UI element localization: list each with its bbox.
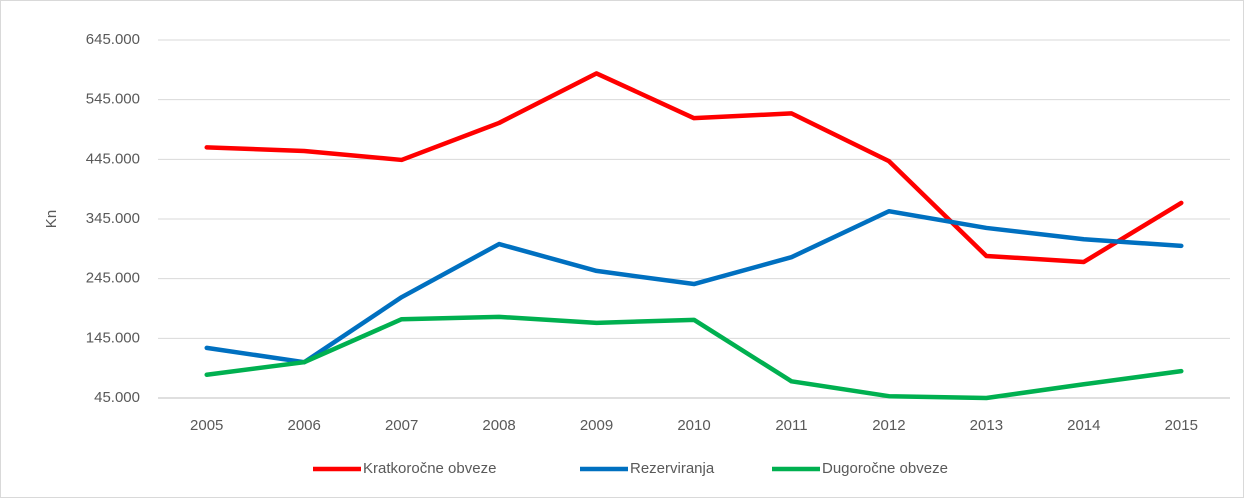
series-line: [204, 71, 1184, 265]
legend-label: Dugoročne obveze: [822, 460, 948, 477]
x-tick-label: 2005: [190, 417, 223, 434]
x-tick-label: 2007: [385, 417, 418, 434]
x-tick-label: 2009: [580, 417, 613, 434]
legend-label: Kratkoročne obveze: [363, 460, 496, 477]
x-tick-label: 2012: [872, 417, 905, 434]
x-tick-label: 2015: [1165, 417, 1198, 434]
x-tick-label: 2011: [775, 417, 807, 434]
y-tick-label: 145.000: [86, 329, 140, 346]
x-tick-label: 2006: [287, 417, 320, 434]
y-axis-label: Kn: [43, 210, 60, 228]
y-tick-label: 545.000: [86, 91, 140, 108]
series-line: [204, 208, 1184, 365]
x-tick-label: 2010: [677, 417, 710, 434]
x-tick-label: 2008: [482, 417, 515, 434]
legend-label: Rezerviranja: [630, 460, 715, 477]
x-tick-label: 2014: [1067, 417, 1100, 434]
x-tick-label: 2013: [970, 417, 1003, 434]
y-tick-label: 245.000: [86, 270, 140, 287]
y-tick-label: 345.000: [86, 210, 140, 227]
series-line: [204, 314, 1184, 401]
y-tick-label: 45.000: [94, 389, 140, 406]
y-tick-label: 645.000: [86, 31, 140, 48]
y-tick-label: 445.000: [86, 150, 140, 167]
